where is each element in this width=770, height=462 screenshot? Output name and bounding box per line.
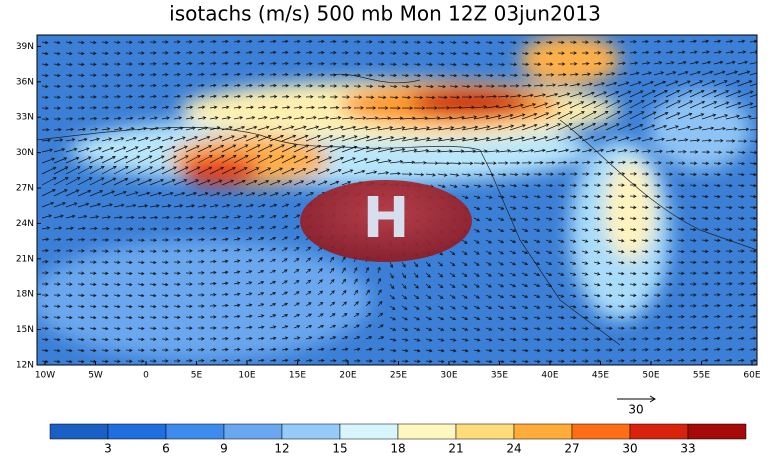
lon-label: 10W	[35, 371, 55, 381]
lon-label: 10E	[238, 371, 255, 381]
colorbar-box	[339, 423, 399, 440]
colorbar-box	[397, 423, 457, 440]
map-frame	[36, 34, 758, 366]
colorbar-box	[107, 423, 167, 440]
colorbar-label: 30	[622, 442, 637, 456]
high-label: H	[363, 186, 410, 251]
lat-label: 18N	[16, 290, 34, 300]
lon-label: 5E	[191, 371, 203, 381]
lon-label: 15E	[289, 371, 306, 381]
colorbar-box	[165, 423, 225, 440]
colorbar-label: 33	[680, 442, 695, 456]
lon-label: 40E	[541, 371, 558, 381]
colorbar-label: 3	[104, 442, 112, 456]
lat-label: 27N	[16, 184, 34, 194]
reference-arrowhead	[649, 395, 656, 403]
wind-vectors	[41, 39, 757, 364]
lon-label: 55E	[693, 371, 710, 381]
colorbar-label: 18	[390, 442, 405, 456]
lat-label: 30N	[16, 148, 34, 158]
map-area	[37, 35, 757, 365]
colorbar-label: 6	[162, 442, 170, 456]
lon-label: 25E	[390, 371, 407, 381]
reference-label: 30	[628, 403, 643, 417]
lon-label: 50E	[642, 371, 659, 381]
colorbar: 3 6 9 12 15 18 21 24 27 30 33	[49, 423, 747, 456]
lon-label: 45E	[592, 371, 609, 381]
high-pressure-marker	[300, 180, 472, 262]
lon-label: 20E	[339, 371, 356, 381]
colorbar-label: 12	[274, 442, 289, 456]
lon-label: 5W	[88, 371, 103, 381]
lon-label: 0	[143, 371, 149, 381]
colorbar-label: 24	[506, 442, 521, 456]
colorbar-label: 9	[220, 442, 228, 456]
colorbar-label: 21	[448, 442, 463, 456]
lat-label: 24N	[16, 219, 34, 229]
title: isotachs (m/s) 500 mb Mon 12Z 03jun2013	[169, 2, 601, 26]
lat-label: 33N	[16, 113, 34, 123]
lat-label: 12N	[16, 361, 34, 371]
lon-label: 30E	[440, 371, 457, 381]
lat-label: 36N	[16, 77, 34, 87]
colorbar-label: 15	[332, 442, 347, 456]
colorbar-box	[571, 423, 631, 440]
lon-label: 60E	[743, 371, 760, 381]
colorbar-box	[49, 423, 109, 440]
colorbar-box	[281, 423, 341, 440]
colorbar-box	[513, 423, 573, 440]
colorbar-box	[687, 423, 747, 440]
colorbar-box	[455, 423, 515, 440]
lat-label: 21N	[16, 254, 34, 264]
colorbar-label: 27	[564, 442, 579, 456]
colorbar-box	[223, 423, 283, 440]
lat-label: 15N	[16, 325, 34, 335]
lat-label: 39N	[16, 42, 34, 52]
lon-label: 35E	[491, 371, 508, 381]
colorbar-box	[629, 423, 689, 440]
